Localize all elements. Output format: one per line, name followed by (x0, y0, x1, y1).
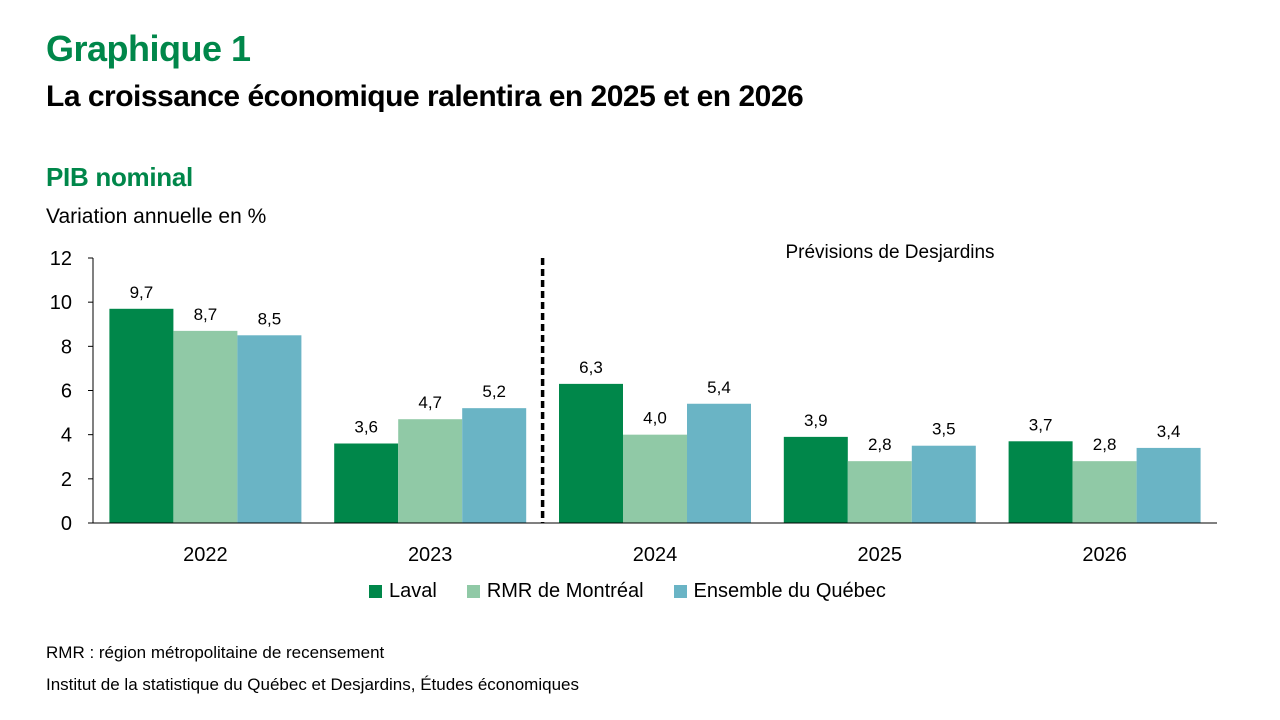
data-label: 5,2 (482, 382, 506, 401)
legend-swatch-ensemble-quebec (673, 585, 687, 598)
bar (847, 461, 912, 523)
bar (783, 436, 848, 523)
y-tick-label: 6 (61, 381, 72, 403)
data-label: 4,7 (418, 393, 442, 412)
legend-swatch-rmr-montreal (466, 585, 480, 598)
bar (462, 408, 527, 523)
footnote-source: Institut de la statistique du Québec et … (46, 675, 579, 694)
data-label: 6,3 (579, 358, 603, 377)
data-label: 2,8 (868, 435, 892, 454)
legend-label: Laval (389, 580, 437, 602)
bar (1072, 461, 1137, 523)
data-label: 4,0 (643, 409, 667, 428)
legend-label: RMR de Montréal (486, 580, 644, 602)
bar (398, 419, 463, 523)
x-tick-label: 2026 (1082, 544, 1127, 566)
footnote-abbreviation: RMR : région métropolitaine de recenseme… (46, 643, 385, 662)
y-axis-unit-label: Variation annuelle en % (46, 205, 267, 228)
y-tick-label: 4 (61, 425, 72, 447)
data-label: 8,5 (258, 309, 282, 328)
legend-label: Ensemble du Québec (693, 580, 886, 602)
data-label: 3,9 (804, 411, 828, 430)
forecast-annotation: Prévisions de Desjardins (785, 242, 994, 263)
y-tick-label: 0 (61, 513, 72, 535)
bar (687, 403, 751, 523)
x-tick-label: 2023 (408, 544, 453, 566)
bar (1008, 441, 1073, 523)
y-tick-label: 8 (61, 336, 72, 358)
legend-item-laval: Laval (369, 580, 437, 603)
chart-subtitle: PIB nominal (46, 162, 193, 192)
data-label: 5,4 (707, 378, 731, 397)
y-tick-label: 10 (50, 292, 72, 314)
data-label: 3,5 (932, 420, 956, 439)
data-label: 2,8 (1093, 435, 1117, 454)
bar (334, 443, 399, 523)
data-label: 8,7 (194, 305, 218, 324)
legend-item-ensemble-quebec: Ensemble du Québec (673, 580, 886, 603)
data-label: 3,4 (1157, 422, 1181, 441)
bar (173, 330, 238, 523)
bar (911, 445, 976, 523)
figure-label: Graphique 1 (46, 28, 251, 69)
legend-item-rmr-montreal: RMR de Montréal (466, 580, 644, 603)
x-tick-label: 2022 (183, 544, 228, 566)
data-label: 9,7 (130, 283, 154, 302)
y-tick-label: 2 (61, 469, 72, 491)
y-tick-label: 12 (50, 248, 72, 270)
data-label: 3,6 (354, 418, 378, 437)
bar (559, 383, 623, 523)
chart-title: La croissance économique ralentira en 20… (46, 80, 804, 113)
bar (1136, 447, 1201, 523)
legend-swatch-laval (369, 585, 382, 598)
data-label: 3,7 (1029, 415, 1053, 434)
x-tick-label: 2025 (858, 544, 903, 566)
x-tick-label: 2024 (633, 544, 678, 566)
bar (623, 434, 687, 523)
bar (237, 335, 302, 523)
legend: Laval RMR de Montréal Ensemble du Québec (369, 580, 916, 603)
bar (109, 308, 174, 523)
